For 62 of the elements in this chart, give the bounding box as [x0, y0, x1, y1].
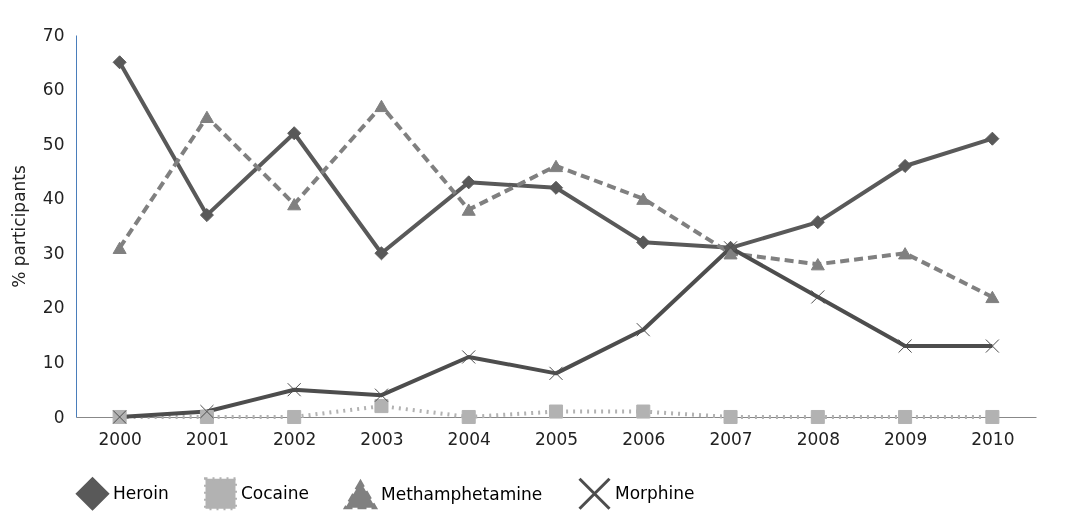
x-tick-label: 2001 [185, 428, 230, 449]
point [374, 246, 389, 261]
point [112, 55, 127, 70]
legend-label: Cocaine [241, 482, 309, 503]
x-tick-label: 2010 [971, 428, 1015, 449]
point [548, 180, 564, 195]
point [985, 339, 1000, 354]
point [287, 382, 302, 397]
y-tick-label: 70 [42, 24, 65, 45]
point [810, 289, 825, 304]
legend-label: Methamphetamine [381, 483, 543, 504]
point [199, 208, 214, 223]
point [898, 158, 913, 173]
y-tick-label: 30 [42, 242, 65, 263]
y-axis-title: % participants [8, 165, 29, 288]
point [810, 409, 825, 425]
x-tick-label: 2000 [98, 428, 142, 449]
point [199, 110, 214, 123]
point [636, 192, 651, 205]
point [898, 409, 913, 425]
point [374, 399, 389, 414]
point [898, 339, 913, 354]
point [723, 409, 738, 425]
point [461, 175, 476, 190]
x-tick-label: 2005 [534, 428, 579, 449]
point [374, 388, 389, 403]
point [548, 366, 564, 381]
legend-label: Morphine [615, 482, 695, 503]
y-tick-label: 40 [42, 188, 65, 209]
point [636, 235, 651, 250]
point [810, 258, 825, 271]
point [287, 409, 302, 425]
point [287, 198, 302, 211]
point [461, 203, 476, 216]
point [985, 131, 1000, 146]
x-tick-label: 2009 [883, 428, 928, 449]
x-tick-label: 2006 [622, 428, 666, 449]
y-tick-label: 0 [53, 406, 65, 427]
point [810, 215, 825, 230]
point [985, 409, 1000, 425]
x-tick-label: 2007 [709, 428, 753, 449]
x-tick-label: 2002 [273, 428, 317, 449]
point [985, 290, 1000, 304]
y-tick-label: 20 [42, 297, 65, 318]
point [287, 126, 302, 141]
x-tick-label: 2003 [360, 428, 404, 449]
x-tick-label: 2008 [796, 428, 840, 449]
y-tick-label: 50 [42, 133, 65, 154]
point [898, 247, 913, 260]
point [548, 404, 564, 419]
legend-label: Heroin [113, 482, 169, 503]
point [723, 247, 738, 260]
point [112, 241, 127, 254]
point [374, 99, 389, 113]
point [461, 409, 476, 425]
point [199, 404, 214, 419]
point [548, 159, 564, 173]
point [636, 404, 651, 419]
y-tick-label: 60 [42, 79, 65, 100]
y-tick-label: 10 [42, 351, 65, 372]
x-tick-label: 2004 [447, 428, 491, 449]
point [461, 349, 476, 364]
